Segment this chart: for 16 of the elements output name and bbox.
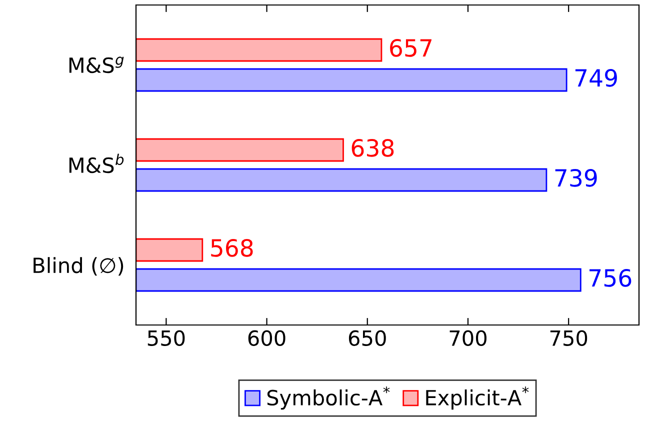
x-tick-label: 700 [450, 330, 486, 346]
data-label: 638 [352, 138, 394, 157]
y-tick-label: M&S$^{b}$ [69, 154, 124, 174]
y-tick-label: M&S$^{g}$ [69, 56, 124, 74]
data-label: 657 [390, 38, 432, 57]
x-tick-label: 750 [550, 330, 588, 346]
legend-label: Explicit-A$^{*}$ [426, 386, 529, 410]
y-tick-label: Blind (∅) [34, 257, 124, 276]
data-label: 756 [590, 268, 632, 287]
x-tick-label: 600 [248, 330, 286, 346]
data-label: 739 [555, 168, 597, 187]
x-tick-label: 550 [148, 330, 185, 346]
legend-label: Symbolic-A$^{*}$ [267, 386, 390, 410]
data-label: 749 [575, 68, 617, 87]
data-label: 568 [211, 238, 253, 257]
x-tick-label: 650 [348, 330, 386, 346]
